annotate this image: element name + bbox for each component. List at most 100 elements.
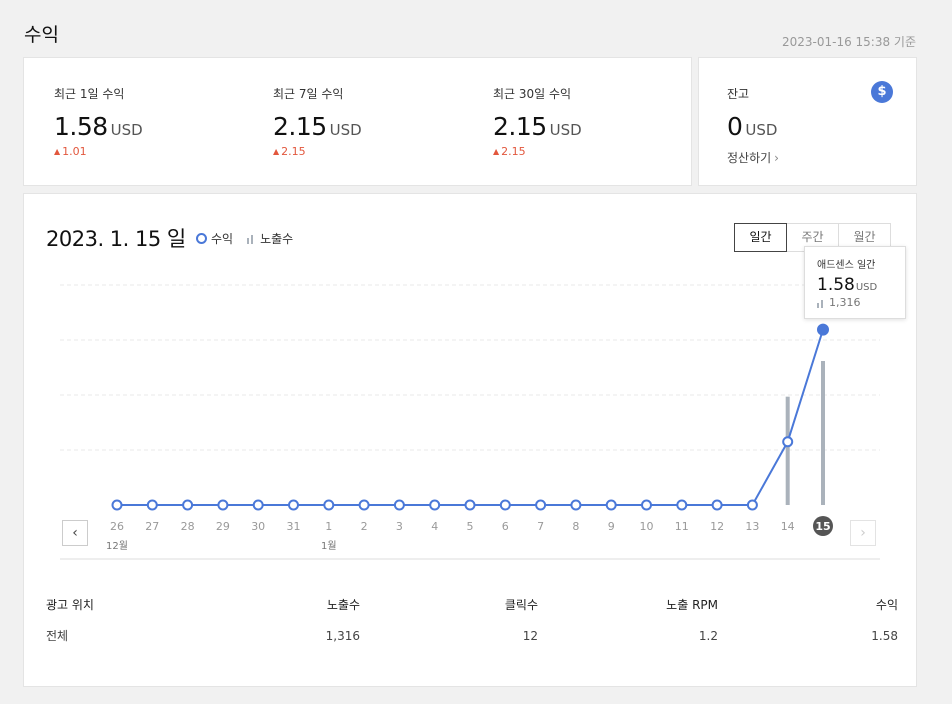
stat-label: 최근 1일 수익 — [54, 87, 125, 101]
revenue-point — [676, 499, 688, 511]
x-tick-label: 26 — [110, 520, 124, 533]
stat-label: 최근 30일 수익 — [493, 87, 572, 101]
tooltip-impressions: 1,316 — [817, 296, 893, 309]
impressions-legend-icon — [247, 234, 255, 244]
x-tick-label: 5 — [467, 520, 474, 533]
table-header: 노출 RPM — [666, 598, 718, 612]
table-cell: 전체 — [46, 629, 69, 643]
table-cell: 1.2 — [698, 628, 718, 643]
dollar-icon: $ — [871, 81, 893, 103]
settle-label: 정산하기 — [727, 151, 772, 165]
balance-stat: 잔고 0 USD 정산하기 › — [727, 85, 779, 166]
tooltip-unit: USD — [855, 282, 878, 293]
revenue-point — [535, 499, 547, 511]
impression-bar — [821, 361, 825, 505]
revenue-table: 광고 위치 노출수 클릭수 노출 RPM 수익 전체 1,316 12 1.2 … — [46, 589, 898, 651]
revenue-point — [146, 499, 158, 511]
revenue-point — [570, 499, 582, 511]
chart-date: 2023. 1. 15 일 — [46, 227, 186, 251]
revenue-point — [711, 499, 723, 511]
x-tick-label: 3 — [396, 520, 403, 533]
x-tick-label: 6 — [502, 520, 509, 533]
revenue-summary-card: 최근 1일 수익 1.58 USD ▲ 1.01 최근 7일 수익 2.15 USD … — [23, 57, 692, 186]
stat-30day: 최근 30일 수익 2.15 USD ▲ 2.15 — [493, 85, 582, 158]
x-tick-label: 2 — [361, 520, 368, 533]
x-tick-label: 12 — [710, 520, 724, 533]
revenue-point — [429, 499, 441, 511]
balance-card: 잔고 0 USD 정산하기 › $ — [698, 57, 917, 186]
prev-button[interactable]: ‹ — [62, 520, 88, 546]
page-title: 수익 — [24, 24, 59, 46]
up-arrow-icon: ▲ — [493, 147, 500, 156]
revenue-point — [252, 499, 264, 511]
revenue-legend-icon — [196, 233, 207, 244]
x-tick-label: 28 — [181, 520, 195, 533]
settle-link[interactable]: 정산하기 › — [727, 149, 779, 166]
up-arrow-icon: ▲ — [273, 147, 280, 156]
stat-change: ▲ 1.01 — [54, 145, 87, 158]
table-cell: 1,316 — [325, 628, 360, 643]
revenue-point — [464, 499, 476, 511]
stat-label: 최근 7일 수익 — [273, 87, 344, 101]
x-tick-label: 30 — [251, 520, 265, 533]
table-header: 노출수 — [326, 598, 360, 612]
month-label: 12월 — [106, 540, 128, 552]
stat-unit: USD — [329, 121, 362, 139]
revenue-point — [111, 499, 123, 511]
up-arrow-icon: ▲ — [54, 147, 61, 156]
stat-7day: 최근 7일 수익 2.15 USD ▲ 2.15 — [273, 85, 362, 158]
chevron-right-icon: › — [774, 151, 779, 165]
table-row: 전체 1,316 12 1.2 1.58 — [46, 620, 898, 651]
x-tick-label: 1 — [325, 520, 332, 533]
x-tick-label: 8 — [572, 520, 579, 533]
selected-day-marker — [813, 516, 833, 536]
stat-number: 2.15 — [273, 112, 327, 141]
balance-label: 잔고 — [727, 87, 750, 101]
revenue-point — [393, 499, 405, 511]
x-tick-label: 29 — [216, 520, 230, 533]
table-cell: 12 — [522, 628, 538, 643]
revenue-point — [782, 436, 794, 448]
stat-number: 1.58 — [54, 112, 108, 141]
x-tick-label: 7 — [537, 520, 544, 533]
next-button[interactable]: › — [850, 520, 876, 546]
table-header-row: 광고 위치 노출수 클릭수 노출 RPM 수익 — [46, 589, 898, 620]
impressions-icon — [817, 298, 825, 308]
revenue-point — [746, 499, 758, 511]
revenue-point — [182, 499, 194, 511]
impression-bar — [785, 396, 790, 505]
tooltip-value: 1.58USD — [817, 275, 893, 295]
chart-legend: 수익 노출수 — [196, 230, 293, 247]
revenue-line — [117, 329, 824, 506]
stat-unit: USD — [110, 121, 143, 139]
table-header: 수익 — [875, 598, 898, 612]
stat-value: 2.15 USD — [273, 112, 362, 141]
revenue-chart-card: 2023. 1. 15 일 수익 노출수 일간 주간 월간 26 27 28 29 30… — [23, 193, 917, 687]
tooltip-title: 애드센스 일간 — [817, 260, 876, 271]
stat-1day: 최근 1일 수익 1.58 USD ▲ 1.01 — [54, 85, 143, 158]
x-tick-label: 27 — [145, 520, 159, 533]
balance-number: 0 — [727, 112, 743, 141]
stat-number: 2.15 — [493, 112, 547, 141]
revenue-point — [288, 499, 299, 511]
month-label: 1월 — [321, 540, 337, 552]
chevron-left-icon: ‹ — [72, 525, 78, 541]
table-cell: 1.58 — [871, 628, 898, 643]
revenue-point — [641, 499, 652, 511]
revenue-point — [358, 499, 370, 511]
stat-value: 2.15 USD — [493, 112, 582, 141]
chevron-right-icon: › — [860, 525, 866, 541]
revenue-point — [605, 499, 617, 511]
balance-unit: USD — [745, 121, 778, 139]
x-tick-label: 14 — [781, 520, 795, 533]
balance-value: 0 USD — [727, 112, 779, 141]
tooltip-number: 1.58 — [817, 275, 855, 295]
x-tick-label: 10 — [640, 520, 654, 533]
x-tick-label: 15 — [815, 520, 830, 533]
chart-tooltip: 애드센스 일간 1.58USD 1,316 — [804, 246, 906, 319]
x-tick-label: 11 — [675, 520, 689, 533]
tab-daily[interactable]: 일간 — [734, 223, 787, 252]
x-tick-label: 9 — [608, 520, 615, 533]
table-header: 클릭수 — [504, 598, 538, 612]
